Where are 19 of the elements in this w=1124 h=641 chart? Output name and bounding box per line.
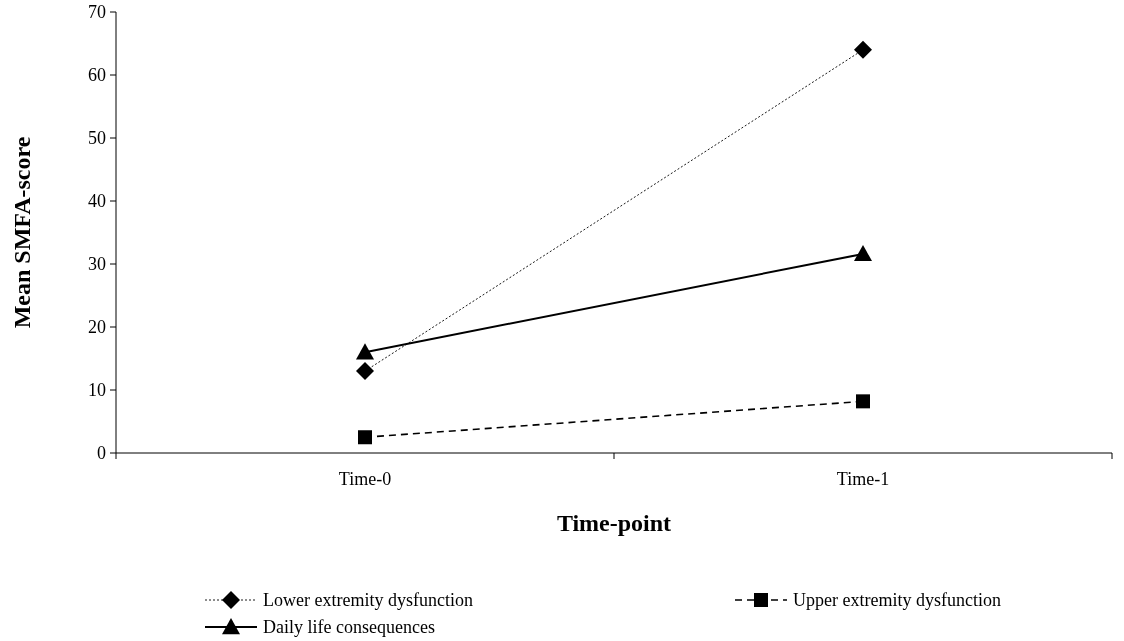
y-tick-label: 10 [88, 380, 106, 401]
y-tick-label: 70 [88, 2, 106, 23]
x-axis-title: Time-point [556, 510, 672, 536]
x-tick-label: Time-0 [338, 469, 392, 489]
y-tick-label: 0 [97, 443, 106, 464]
legend-label: Lower extremity dysfunction [263, 590, 473, 611]
legend-label: Daily life consequences [263, 617, 435, 638]
x-tick-label: Time-1 [836, 469, 890, 489]
y-tick-label: 50 [88, 128, 106, 149]
y-tick-label: 40 [88, 191, 106, 212]
y-tick-label: 60 [88, 65, 106, 86]
y-axis-title: Mean SMFA-score [9, 136, 35, 329]
point [856, 394, 870, 409]
point [356, 362, 374, 381]
legend-label: Upper extremity dysfunction [793, 590, 1001, 611]
point [358, 430, 372, 445]
y-tick-label: 20 [88, 317, 106, 338]
point [854, 40, 872, 59]
y-tick-label: 30 [88, 254, 106, 275]
